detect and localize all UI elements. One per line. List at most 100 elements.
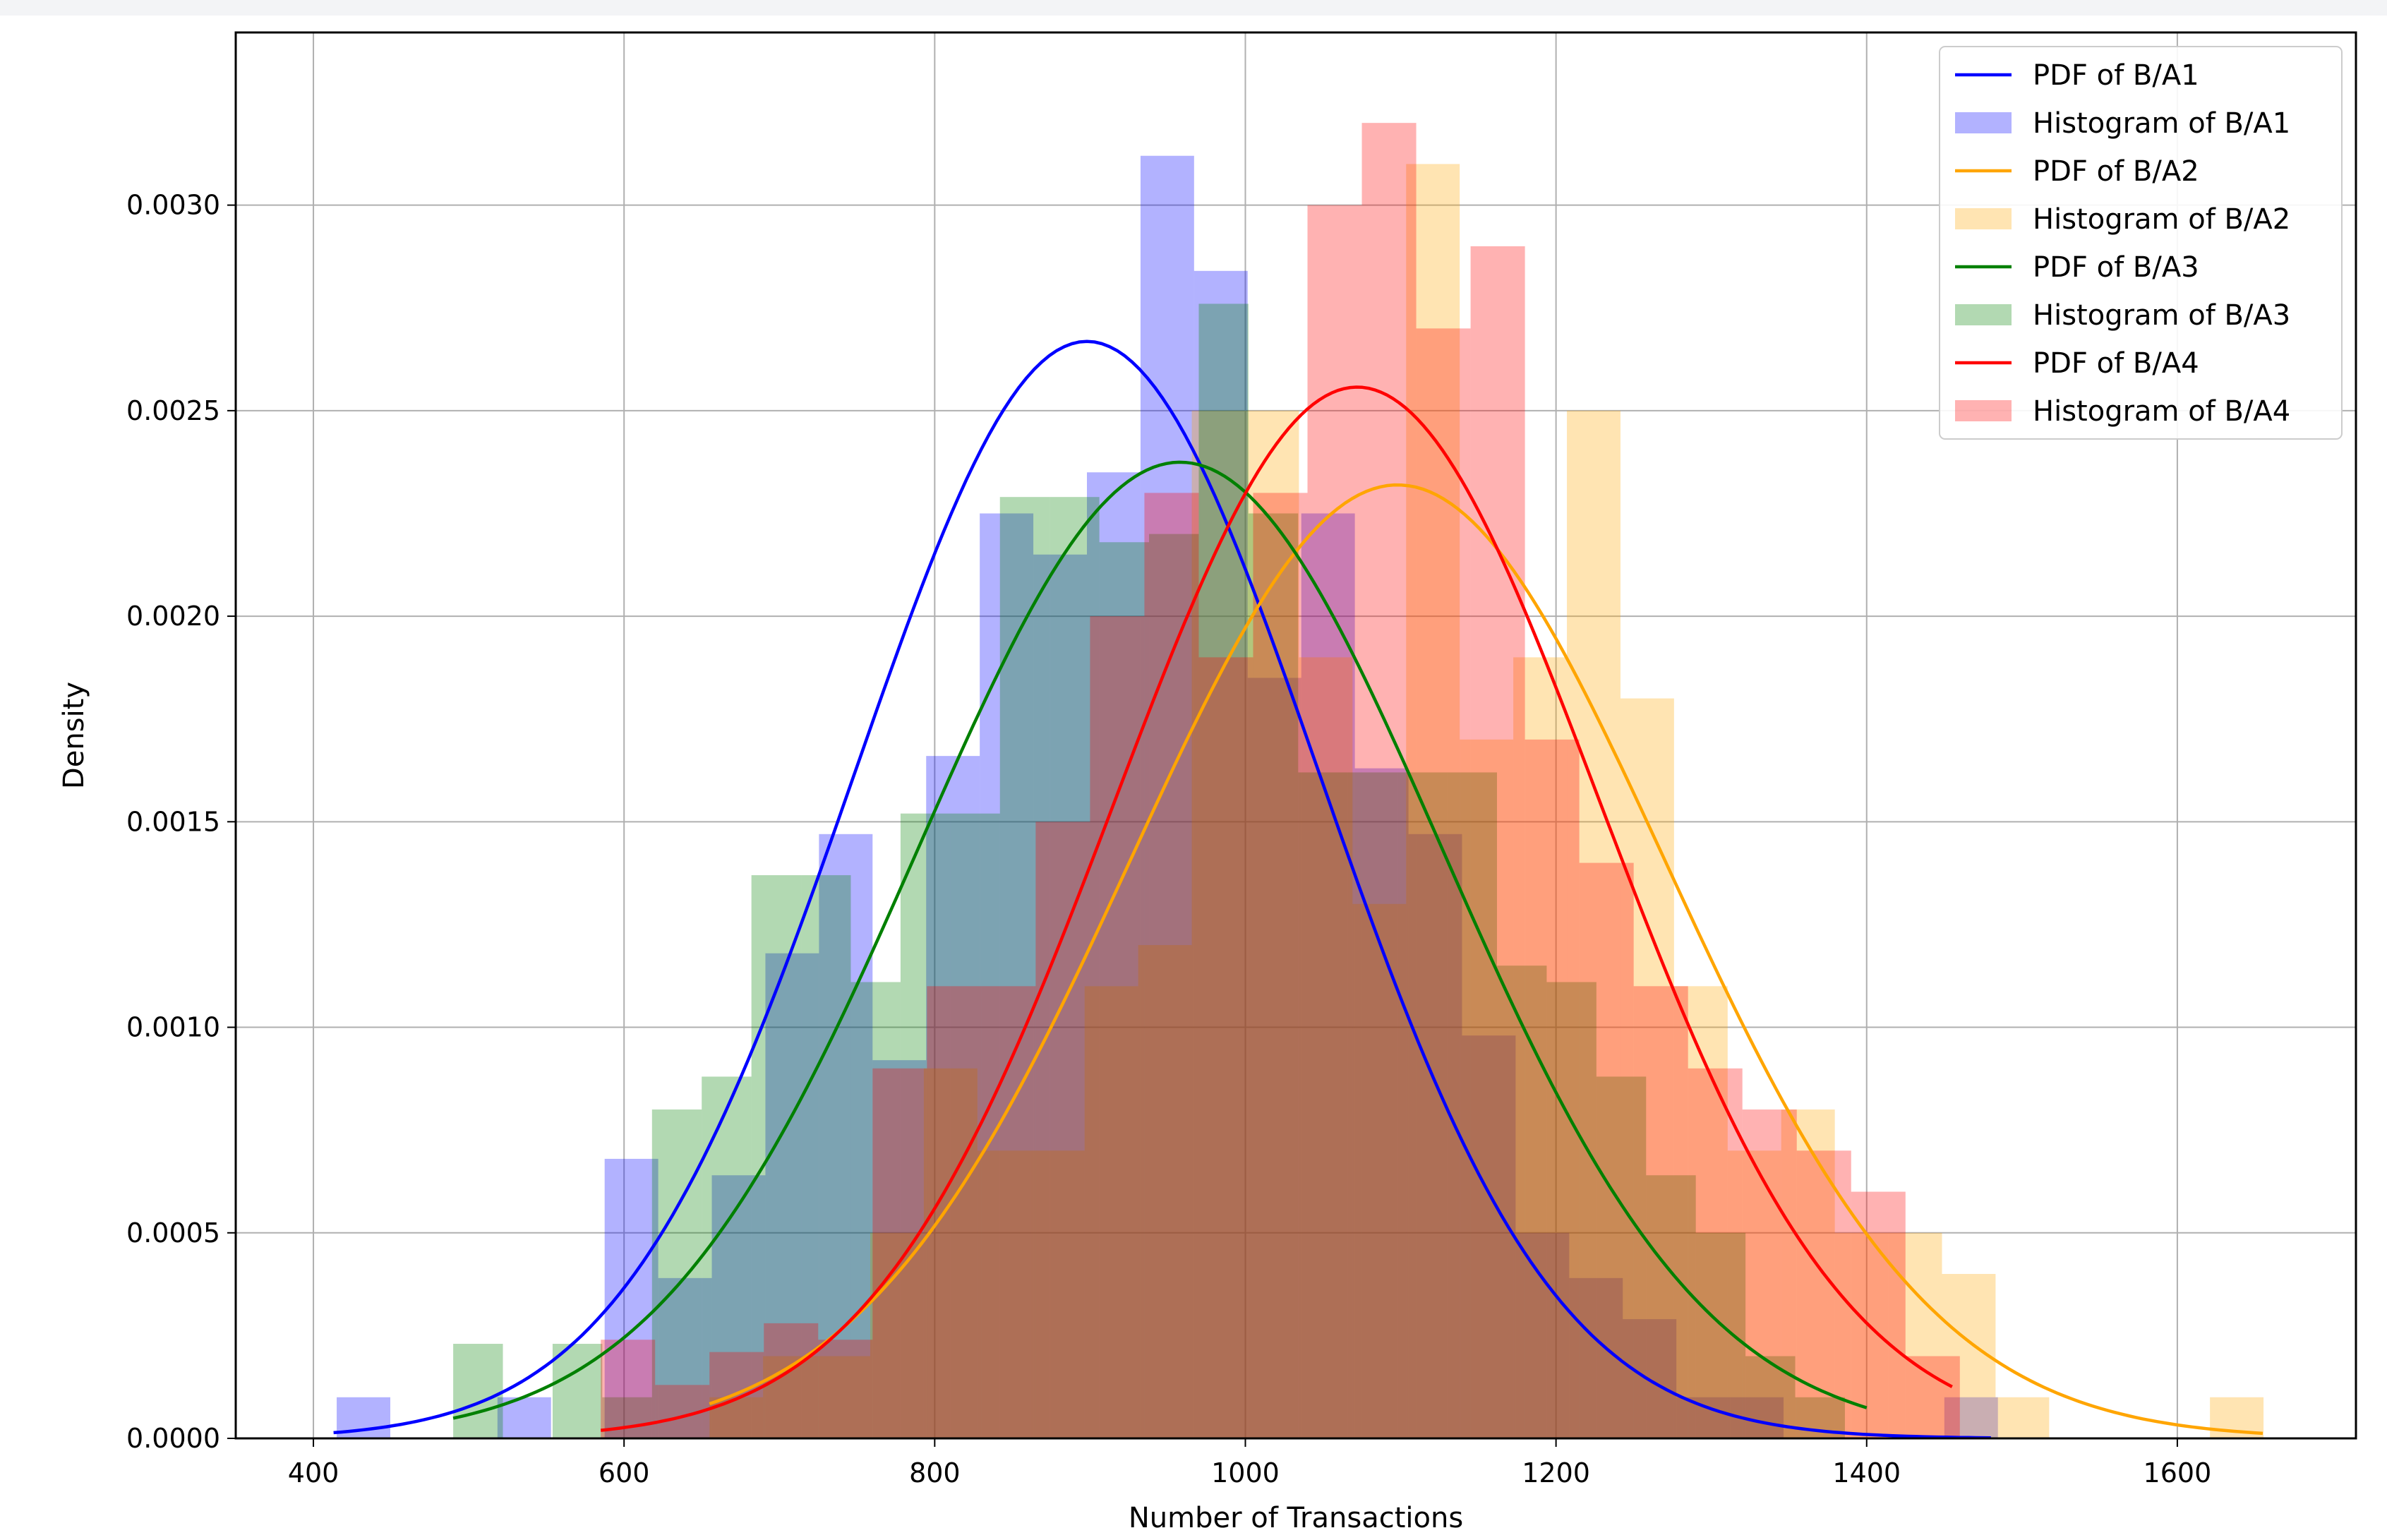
legend-label: Histogram of B/A2 <box>2033 203 2290 236</box>
legend-label: PDF of B/A4 <box>2033 347 2199 380</box>
histogram-bar <box>819 834 873 1438</box>
histogram-bar <box>453 1344 503 1438</box>
histogram-bar <box>1646 1175 1696 1438</box>
histogram-bar <box>1525 739 1580 1438</box>
histogram-bar <box>1513 657 1568 1439</box>
histogram-bar <box>1888 1232 1942 1438</box>
histogram-bar <box>977 1150 1031 1438</box>
histogram-bar <box>1361 123 1417 1438</box>
histogram-bar <box>1416 328 1471 1438</box>
histogram-bar <box>1695 1232 1746 1438</box>
legend-label: Histogram of B/A4 <box>2033 395 2290 428</box>
histogram-bar <box>1397 772 1448 1438</box>
histogram-bar <box>1138 945 1192 1438</box>
legend-swatch-patch <box>1955 208 2012 229</box>
x-tick-label: 1400 <box>1832 1457 1901 1488</box>
x-tick-label: 1600 <box>2144 1457 2212 1488</box>
legend: PDF of B/A1 Histogram of B/A1 PDF of B/A2 H… <box>1939 46 2343 440</box>
histogram-bar <box>1090 616 1145 1439</box>
histogram-bar <box>980 513 1034 1439</box>
histogram-bar <box>1596 1076 1647 1438</box>
histogram-bar <box>1546 982 1597 1438</box>
histogram-b-a2 <box>709 164 2264 1439</box>
x-axis-label: Number of Transactions <box>1129 1502 1463 1534</box>
histogram-bar <box>850 982 901 1438</box>
y-axis-label: Density <box>58 682 90 789</box>
legend-label: PDF of B/A1 <box>2033 59 2199 92</box>
histogram-bar <box>1408 834 1462 1438</box>
y-tick-label: 0.0015 <box>126 806 220 837</box>
y-tick-label: 0.0000 <box>126 1423 220 1454</box>
histogram-bar <box>926 756 980 1438</box>
histogram-bar <box>927 986 982 1438</box>
histogram-bar <box>1140 155 1194 1439</box>
histogram-bar <box>651 1109 702 1438</box>
axis-ticks: 400 600 800 1000 1200 1400 1600 0.0000 0.0005 0.0… <box>126 190 2211 1488</box>
histogram-bar <box>1460 739 1514 1438</box>
histogram-bar <box>1033 554 1088 1439</box>
histogram-bar <box>1944 1397 1998 1438</box>
histogram-bar <box>1347 772 1398 1438</box>
histogram-bar <box>1633 986 1688 1438</box>
x-tick-label: 400 <box>288 1457 339 1488</box>
x-tick-label: 600 <box>599 1457 650 1488</box>
histogram-b-a1 <box>337 155 1998 1439</box>
histogram-bar <box>817 1356 870 1438</box>
histogram-bar <box>1298 772 1348 1438</box>
histogram-bar <box>1515 1232 1570 1438</box>
histogram-bar <box>1496 965 1547 1438</box>
histogram-bar <box>900 813 951 1438</box>
histogram-bar <box>1742 1109 1797 1438</box>
y-tick-label: 0.0020 <box>126 601 220 632</box>
histogram-bar <box>1569 1277 1623 1438</box>
histogram-bar <box>1099 542 1150 1438</box>
histogram-bar <box>950 813 1000 1438</box>
legend-swatch-patch <box>1955 400 2012 421</box>
x-tick-label: 1200 <box>1522 1457 1590 1488</box>
histogram-bar <box>702 1076 752 1438</box>
histogram-bar <box>1149 534 1199 1439</box>
histogram-bar <box>1084 986 1138 1438</box>
histogram-bar <box>1688 1068 1743 1438</box>
legend-box <box>1939 46 2343 440</box>
histogram-bar <box>1253 493 1308 1439</box>
histogram-bar <box>818 1340 873 1438</box>
histogram-bar <box>981 986 1036 1438</box>
histogram-bar <box>1673 986 1728 1438</box>
histogram-b-a4 <box>601 123 1960 1439</box>
legend-label: Histogram of B/A3 <box>2033 299 2290 332</box>
histogram-bar <box>1905 1356 1960 1438</box>
histogram-bar <box>1035 822 1090 1438</box>
y-tick-label: 0.0025 <box>126 395 220 426</box>
histogram-bar <box>1354 768 1409 1438</box>
histogram-bar <box>1301 513 1355 1439</box>
histogram-bars <box>337 123 2264 1439</box>
histogram-bar <box>1144 493 1199 1439</box>
legend-swatch-patch <box>1955 304 2012 325</box>
legend-label: Histogram of B/A1 <box>2033 107 2290 140</box>
histogram-bar <box>1470 246 1525 1438</box>
pdf-curve-b-a2 <box>709 483 2263 1436</box>
histogram-bar <box>1248 513 1299 1439</box>
pdf-curve-b-a4 <box>600 385 1953 1432</box>
legend-label: PDF of B/A3 <box>2033 251 2199 284</box>
histogram-bar <box>1676 1397 1731 1438</box>
histogram-bar <box>872 1068 927 1438</box>
histogram-bar <box>602 1397 652 1438</box>
histogram-bar <box>1447 772 1497 1438</box>
y-tick-label: 0.0005 <box>126 1217 220 1249</box>
histogram-bar <box>923 1068 978 1438</box>
plot-frame <box>234 31 2357 1440</box>
pdf-curve-b-a3 <box>452 460 1868 1420</box>
window-top-strip <box>0 0 2387 16</box>
y-tick-label: 0.0030 <box>126 190 220 221</box>
histogram-bar <box>751 875 802 1438</box>
histogram-bar <box>1406 164 1460 1438</box>
histogram-bar <box>1198 303 1249 1439</box>
histogram-bar <box>1567 410 1621 1438</box>
x-tick-label: 800 <box>909 1457 961 1488</box>
histogram-bar <box>1198 657 1253 1439</box>
histogram-bar <box>601 1340 656 1438</box>
histogram-b-a3 <box>453 303 1845 1439</box>
